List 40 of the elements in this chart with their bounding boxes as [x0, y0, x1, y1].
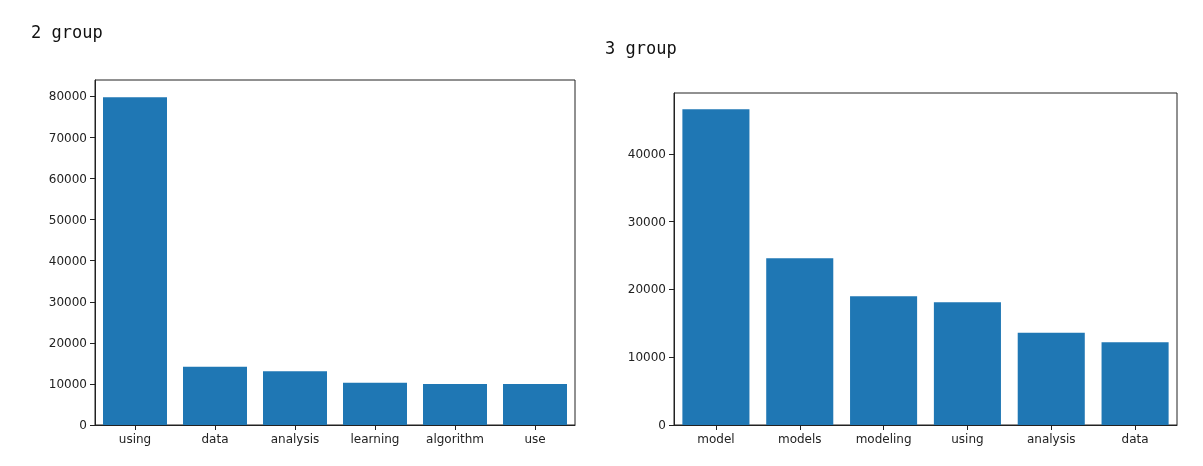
y-tick-label: 70000: [48, 130, 87, 145]
bar: [343, 382, 407, 425]
y-tick-label: 20000: [48, 335, 87, 350]
bar: [682, 109, 750, 425]
x-tick-label: data: [201, 432, 229, 446]
bar: [103, 97, 167, 425]
x-tick-label: algorithm: [426, 432, 484, 446]
y-tick-label: 0: [79, 418, 87, 432]
bar: [183, 366, 247, 425]
x-tick-label: analysis: [270, 432, 320, 446]
chart-title: 3 group: [605, 37, 677, 58]
y-tick-label: 10000: [627, 350, 666, 365]
bar: [1017, 332, 1085, 425]
y-tick-label: 10000: [48, 376, 87, 391]
x-tick-label: learning: [350, 432, 400, 446]
y-tick-label: 30000: [48, 294, 87, 309]
y-tick-label: 20000: [627, 282, 666, 297]
bar: [1101, 342, 1169, 425]
y-tick-label: 40000: [627, 146, 666, 161]
y-tick-label: 30000: [627, 214, 666, 229]
y-tick-label: 60000: [48, 171, 87, 186]
y-tick-label: 0: [658, 418, 666, 432]
chart-title: 2 group: [31, 21, 103, 42]
y-tick-label: 50000: [48, 212, 87, 227]
x-tick-label: using: [118, 432, 152, 446]
x-tick-label: modeling: [855, 432, 912, 446]
bar: [423, 383, 487, 425]
x-tick-label: use: [524, 432, 546, 446]
bar: [503, 383, 567, 425]
bar: [766, 258, 834, 425]
x-tick-label: data: [1121, 432, 1149, 446]
bar: [850, 296, 918, 425]
y-tick-label: 40000: [48, 253, 87, 268]
x-tick-label: models: [777, 432, 822, 446]
bar: [933, 302, 1001, 425]
x-tick-label: analysis: [1026, 432, 1076, 446]
x-tick-label: model: [697, 432, 735, 446]
bar: [263, 371, 327, 425]
x-tick-label: using: [951, 432, 984, 446]
y-tick-label: 80000: [48, 89, 87, 104]
